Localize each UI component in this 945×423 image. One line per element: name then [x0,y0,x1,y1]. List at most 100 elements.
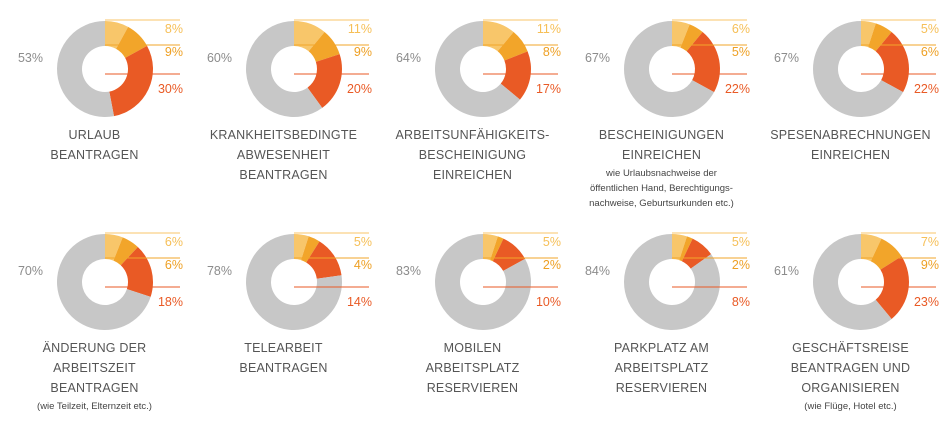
slice-light-yellow [672,234,687,261]
donut-chart-1: 53% 8% 9% 30% URLAUB BEANTRAGEN [0,0,189,210]
donut-chart-svg: 67% 5% 6% 22% [774,19,939,118]
chart-title-line: KRANKHEITSBEDINGTE [209,128,358,142]
donut-chart-svg: 84% 5% 2% 8% [585,232,750,330]
slice-amber [308,32,340,62]
slice-gray [246,21,323,117]
slice-orange [681,238,712,269]
pct-label-light-yellow: 8% [165,22,183,36]
pct-label-gray: 61% [774,264,799,278]
chart-title-line: BEANTRAGEN [50,381,139,395]
slice-light-yellow [861,234,882,262]
donut-chart-svg: 67% 6% 5% 22% [585,19,750,118]
pct-label-light-yellow: 11% [537,22,561,36]
slice-light-yellow [105,234,123,261]
pct-label-gray: 78% [207,264,232,278]
chart-title-line: BEANTRAGEN UND [790,361,911,375]
chart-title-line: PARKPLATZ AM [613,341,709,355]
chart-subtitle-line: nachweise, Geburtsurkunden etc.) [589,198,734,209]
pct-label-light-yellow: 11% [348,22,372,36]
donut-chart-svg: 60% 11% 9% 20% [207,19,372,117]
slice-orange [492,238,526,271]
pct-label-orange: 30% [158,82,183,96]
slice-gray [813,234,892,330]
slice-amber [868,23,892,52]
slice-gray [57,21,114,117]
chart-title-line: ARBEITSZEIT [53,361,136,375]
slice-orange [307,54,342,108]
pct-label-orange: 17% [536,82,561,96]
pct-label-orange: 10% [536,295,561,309]
slice-orange [686,32,720,93]
donut-chart-5: 67% 5% 6% 22% SPESENABRECHNUNGEN EINREICHEN [756,0,945,210]
chart-title-line: RESERVIEREN [426,381,519,395]
donut-chart-4: 67% 6% 5% 22% BESCHEINIGUNGEN EINREICHEN wie U… [567,0,756,210]
pct-label-amber: 8% [543,45,561,59]
slice-light-yellow [861,21,876,48]
pct-label-amber: 5% [732,45,750,59]
pct-label-orange: 20% [347,82,372,96]
pct-label-orange: 22% [914,82,939,96]
slice-gray [813,21,904,118]
pct-label-amber: 2% [732,258,750,272]
pct-label-gray: 60% [207,51,232,65]
pct-label-amber: 9% [354,45,372,59]
chart-title-line: BEANTRAGEN [239,168,328,182]
donut-chart-svg: 70% 6% 6% 18% [18,232,183,330]
donut-chart-svg: 64% 11% 8% 17% [396,19,561,117]
slice-light-yellow [294,234,309,261]
slice-light-yellow [483,21,514,52]
pct-label-gray: 64% [396,51,421,65]
chart-title-line: BESCHEINIGUNG [418,148,527,162]
slice-amber [116,26,148,58]
slice-orange [109,45,153,117]
pct-label-orange: 8% [732,295,750,309]
slice-light-yellow [672,21,690,48]
slice-amber [679,236,693,262]
pct-label-gray: 67% [585,51,610,65]
pct-label-orange: 23% [914,295,939,309]
chart-title-line: GESCHÄFTSREISE [792,341,909,355]
donut-chart-svg: 78% 5% 4% 14% [207,232,372,330]
donut-chart-svg: 83% 5% 2% 10% [396,232,561,330]
slice-orange [875,32,909,93]
slice-gray [624,21,715,118]
pct-label-gray: 70% [18,264,43,278]
pct-label-gray: 84% [585,264,610,278]
donut-chart-9: 84% 5% 2% 8% PARKPLATZ AM ARBEITSPLATZ RESERVI… [567,213,756,423]
donut-chart-svg: 53% 8% 9% 30% [18,19,183,117]
donut-chart-svg: 61% 7% 9% 23% [774,232,939,330]
slice-gray [624,234,720,330]
chart-title-line: BEANTRAGEN [239,361,328,375]
slice-orange [875,256,909,319]
chart-title-line: URLAUB [68,128,121,142]
pct-label-orange: 18% [158,295,183,309]
slice-orange [500,51,531,100]
slice-amber [490,236,504,262]
donut-chart-2: 60% 11% 9% 20% KRANKHEITSBEDINGTE ABWESENHEIT… [189,0,378,210]
pct-label-amber: 6% [165,258,183,272]
pct-label-light-yellow: 5% [732,235,750,249]
donut-chart-3: 64% 11% 8% 17% ARBEITSUNFÄHIGKEITS- BESCHEINI… [378,0,567,210]
chart-title-line: BESCHEINIGUNGEN [598,128,725,142]
slice-gray [435,21,520,117]
chart-title-line: ARBEITSUNFÄHIGKEITS- [395,128,550,142]
pct-label-gray: 67% [774,51,799,65]
chart-title-line: EINREICHEN [432,168,513,182]
pct-label-amber: 6% [921,45,939,59]
donut-chart-7: 78% 5% 4% 14% TELEARBEIT BEANTRAGEN [189,213,378,423]
pct-label-orange: 14% [347,295,372,309]
donut-chart-6: 70% 6% 6% 18% ÄNDERUNG DER ARBEITSZEIT BEANTRA… [0,213,189,423]
slice-amber [301,236,320,263]
chart-title-line: EINREICHEN [621,148,702,162]
slice-gray [435,234,531,330]
slice-gray [57,234,151,330]
chart-title-line: BEANTRAGEN [50,148,139,162]
chart-title-line: ABWESENHEIT [236,148,331,162]
slice-orange [306,241,342,279]
slice-orange [120,247,153,297]
donut-chart-8: 83% 5% 2% 10% MOBILEN ARBEITSPLATZ RESERVIEREN [378,213,567,423]
pct-label-light-yellow: 7% [921,235,939,249]
slice-amber [497,32,528,61]
pct-label-amber: 9% [165,45,183,59]
